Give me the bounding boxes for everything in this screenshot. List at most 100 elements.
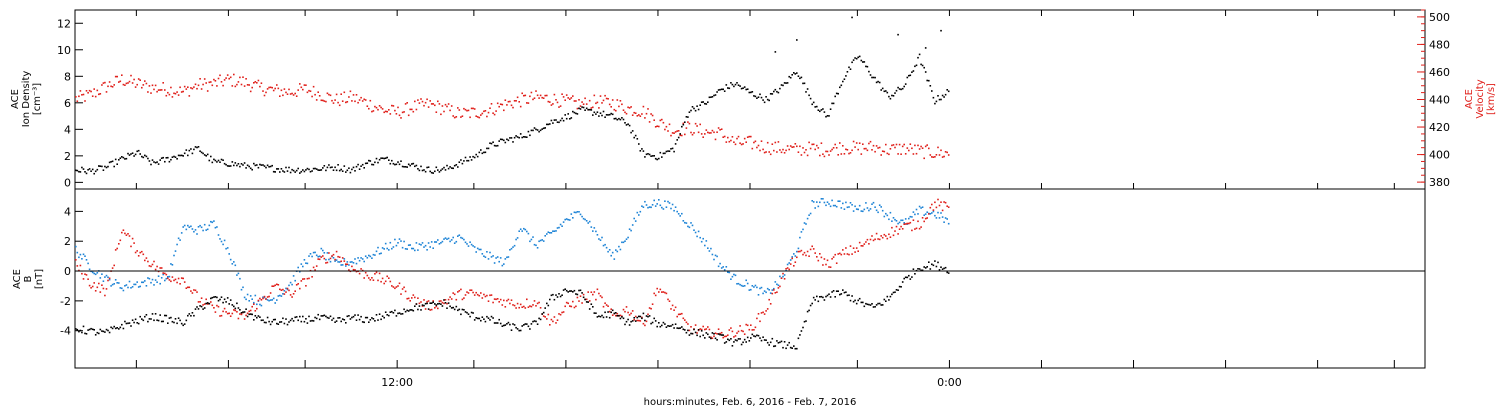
bx-point xyxy=(87,329,89,331)
by-point xyxy=(929,213,932,215)
by-point xyxy=(486,251,488,253)
bx-point xyxy=(579,289,582,292)
bz-point xyxy=(453,293,456,296)
by-point xyxy=(877,211,879,214)
velocity-point xyxy=(220,81,223,83)
density-point xyxy=(122,156,125,159)
velocity-point xyxy=(392,105,395,107)
density-point xyxy=(584,109,586,111)
bz-point xyxy=(885,235,887,237)
by-point xyxy=(332,257,335,259)
by-point xyxy=(420,244,422,246)
bz-point xyxy=(673,309,675,311)
bx-point xyxy=(432,301,434,303)
bx-point xyxy=(157,319,160,322)
bz-point xyxy=(555,322,557,324)
velocity-point xyxy=(812,143,815,146)
by-point xyxy=(216,226,218,228)
by-point xyxy=(842,202,844,205)
by-point xyxy=(814,207,816,209)
bx-point xyxy=(888,299,890,301)
density-point xyxy=(309,170,312,173)
density-point xyxy=(707,101,709,103)
density-point xyxy=(558,121,560,124)
bz-point xyxy=(793,265,795,267)
by-point xyxy=(654,205,657,207)
bx-point xyxy=(495,322,497,324)
density-point xyxy=(605,114,608,116)
by-point xyxy=(326,252,329,254)
bx-point xyxy=(820,295,823,298)
by-point xyxy=(271,299,273,301)
bz-point xyxy=(130,245,132,248)
velocity-point xyxy=(111,86,114,88)
bx-point xyxy=(866,303,869,306)
bx-point xyxy=(82,325,85,328)
density-point xyxy=(803,82,806,85)
by-point xyxy=(354,258,356,260)
velocity-point xyxy=(544,94,546,97)
velocity-point xyxy=(625,112,628,115)
by-point xyxy=(444,237,447,239)
density-point xyxy=(401,165,404,168)
by-point xyxy=(832,204,835,207)
by-point xyxy=(427,242,430,244)
by-point xyxy=(360,257,362,259)
bx-point xyxy=(501,325,504,327)
bz-point xyxy=(739,325,741,327)
by-point xyxy=(608,249,611,251)
velocity-point xyxy=(765,151,767,153)
density-point xyxy=(84,171,86,173)
velocity-point xyxy=(507,100,510,103)
bz-point xyxy=(921,217,924,219)
by-point xyxy=(237,272,240,275)
bz-point xyxy=(694,324,697,326)
density-point xyxy=(690,109,692,112)
density-point xyxy=(611,113,614,116)
by-point xyxy=(895,220,898,222)
density-point xyxy=(794,73,797,75)
density-point xyxy=(289,171,292,174)
bz-point xyxy=(923,220,925,223)
density-point xyxy=(176,158,178,160)
density-point xyxy=(768,99,770,102)
bz-point xyxy=(329,257,332,260)
by-point xyxy=(404,248,407,250)
bz-point xyxy=(935,206,938,209)
bz-point xyxy=(346,263,349,266)
velocity-point xyxy=(375,106,378,109)
velocity-point xyxy=(446,105,448,108)
velocity-tick-label: 420 xyxy=(1429,121,1450,134)
velocity-point xyxy=(588,99,591,102)
bx-point xyxy=(449,305,451,308)
bx-point xyxy=(343,319,346,321)
density-point xyxy=(727,87,729,89)
velocity-point xyxy=(214,80,217,82)
bx-point xyxy=(538,317,540,320)
density-point xyxy=(788,75,790,78)
by-point xyxy=(588,220,591,223)
velocity-point xyxy=(128,80,131,83)
bx-point xyxy=(855,302,858,305)
bz-point xyxy=(196,291,198,293)
velocity-point xyxy=(432,103,434,105)
by-point xyxy=(392,246,395,248)
bz-point xyxy=(734,335,737,337)
density-point xyxy=(786,82,789,84)
density-point xyxy=(579,108,582,110)
by-point xyxy=(142,281,145,284)
by-point xyxy=(300,263,303,265)
bx-point xyxy=(253,319,255,321)
density-point xyxy=(700,101,703,103)
bz-point xyxy=(661,291,663,293)
bz-point xyxy=(328,252,330,254)
by-point xyxy=(363,260,365,263)
velocity-point xyxy=(243,85,246,87)
velocity-point xyxy=(912,153,915,155)
velocity-point xyxy=(478,116,481,119)
bz-point xyxy=(88,284,91,287)
density-point xyxy=(654,157,657,160)
bx-point xyxy=(162,320,164,323)
density-point xyxy=(486,147,488,150)
velocity-point xyxy=(257,79,260,82)
